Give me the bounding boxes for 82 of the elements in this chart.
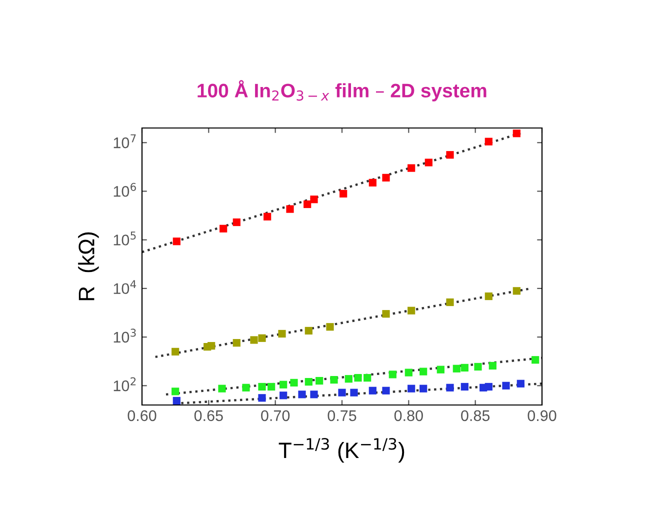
point [220,224,228,232]
point [460,382,468,391]
point [382,310,390,318]
x-tick-label: 0.70 [261,410,290,422]
x-tick-label: 0.90 [528,410,556,422]
point [368,386,376,394]
point [484,138,492,146]
point [232,218,240,226]
x-tick-label: 0.65 [194,410,223,422]
y-tick-label: 10$^{5}$ [114,232,136,246]
point [258,382,266,391]
point [420,384,428,392]
point [404,368,412,376]
point [172,238,180,246]
point [382,386,390,394]
point [446,384,454,392]
point [532,356,540,364]
point [474,362,482,371]
point [250,336,258,344]
x-tick-label: 0.85 [461,410,490,422]
point [436,366,444,374]
point [340,190,348,198]
point [446,151,454,159]
point [172,388,180,396]
point [310,390,318,398]
point [460,364,468,372]
point [408,306,416,314]
point [350,388,358,396]
point [424,158,432,166]
point [484,292,492,300]
x-tick-label: 0.60 [128,410,156,422]
chart-title: 100 Å In$_{2}$O$_{3−x}$ film – 2D system [198,80,486,102]
y-tick-label: 10$^{7}$ [114,134,136,148]
y-tick-label: 10$^{6}$ [114,182,136,197]
point [502,382,510,390]
point [516,380,524,388]
point [310,196,318,204]
point [452,364,460,372]
point [258,334,266,342]
point [172,348,180,356]
point [218,384,226,392]
point [512,287,520,295]
point [382,174,390,182]
point [242,384,250,392]
y-tick-label: 10$^{3}$ [114,328,136,343]
x-axis-title: T$^{−1/3}$ (K$^{−1/3}$) [278,438,404,463]
point [512,130,520,138]
point [368,178,376,186]
point [316,376,324,385]
point [338,388,346,396]
point [278,330,286,338]
x-tick-label: 0.80 [394,410,423,422]
point [298,390,306,398]
point [280,380,288,388]
point [304,378,312,386]
point [280,392,288,400]
point [290,378,298,387]
point [304,326,312,335]
point [446,298,454,306]
point [264,212,272,220]
point [258,394,266,402]
point [326,323,334,331]
y-tick-label: 10$^{4}$ [114,280,136,294]
point [354,374,362,382]
point [304,200,312,208]
point [408,164,416,172]
y-axis-title: R (kΩ) [78,232,99,300]
point [286,205,294,213]
point [268,382,276,391]
y-tick-label: 10$^{2}$ [114,377,136,392]
point [330,376,338,384]
point [484,382,492,391]
point [388,370,396,378]
point [420,368,428,376]
point [208,342,216,350]
point [232,339,240,347]
point [344,375,352,383]
point [364,374,372,382]
point [408,384,416,392]
point [488,362,496,370]
point [172,396,180,405]
x-tick-label: 0.75 [328,410,356,422]
